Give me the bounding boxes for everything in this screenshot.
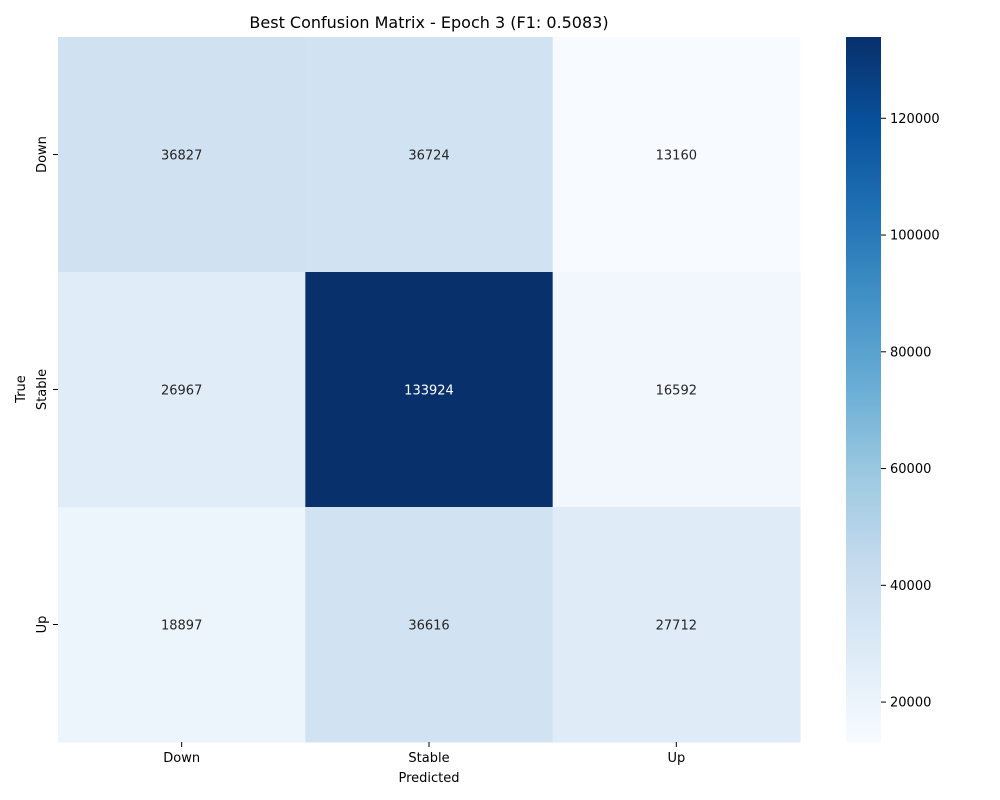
y-axis-ticks: Down Stable Up	[35, 136, 58, 633]
heatmap-cell	[58, 37, 306, 273]
heatmap-cell-labels: 36827 36724 13160 26967 133924 16592 18897 3661…	[161, 149, 697, 634]
heatmap-cell	[305, 272, 554, 508]
cell-value-label: 26967	[161, 384, 202, 399]
colorbar	[846, 37, 881, 742]
x-tick-label: Down	[163, 751, 200, 766]
heatmap-cell	[552, 272, 801, 508]
heatmap-cells	[58, 37, 801, 743]
cell-value-label: 36724	[408, 149, 449, 164]
cell-value-label: 18897	[161, 619, 202, 634]
colorbar-tick-label: 60000	[890, 462, 931, 477]
colorbar-tick-label: 40000	[890, 579, 931, 594]
colorbar-tick-label: 120000	[890, 112, 940, 127]
y-tick-label: Stable	[35, 369, 50, 410]
heatmap-cell	[305, 507, 554, 743]
cell-value-label: 36827	[161, 149, 202, 164]
y-tick-label: Up	[35, 616, 50, 634]
cell-value-label: 133924	[404, 384, 454, 399]
y-axis-label: True	[14, 375, 29, 404]
x-tick-label: Stable	[408, 751, 449, 766]
colorbar-tick-label: 80000	[890, 345, 931, 360]
cell-value-label: 36616	[408, 619, 449, 634]
colorbar-tick-label: 20000	[890, 696, 931, 711]
colorbar-tick-label: 100000	[890, 229, 940, 244]
chart-title: Best Confusion Matrix - Epoch 3 (F1: 0.5…	[249, 13, 608, 32]
x-tick-label: Up	[667, 751, 685, 766]
cell-value-label: 27712	[656, 619, 697, 634]
heatmap-cell	[305, 37, 554, 273]
heatmap-cell	[552, 37, 801, 273]
y-tick-label: Down	[35, 136, 50, 173]
cell-value-label: 13160	[656, 149, 697, 164]
x-axis-ticks: Down Stable Up	[163, 742, 685, 766]
heatmap-cell	[58, 272, 306, 508]
heatmap-cell	[58, 507, 306, 743]
heatmap-cell	[552, 507, 801, 743]
x-axis-label: Predicted	[398, 771, 459, 786]
colorbar-ticks: 20000 40000 60000 80000 100000 120000	[881, 112, 940, 711]
cell-value-label: 16592	[656, 384, 697, 399]
